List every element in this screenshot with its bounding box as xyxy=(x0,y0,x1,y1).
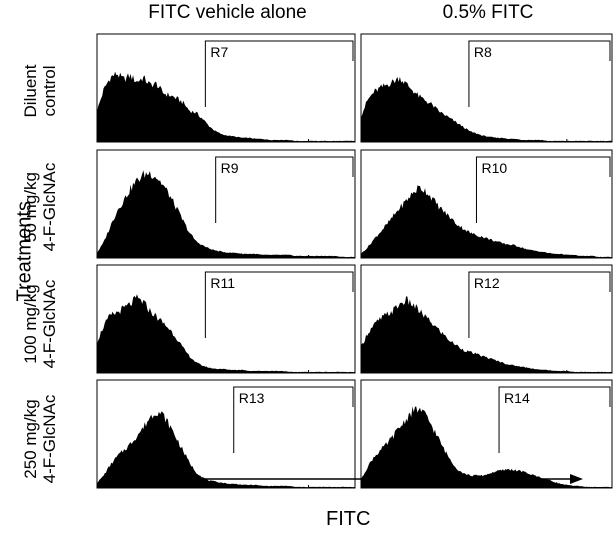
panel-r12-gate-label: R12 xyxy=(474,275,500,291)
panel-r9-gate xyxy=(215,156,354,223)
column-title-vehicle: FITC vehicle alone xyxy=(148,2,307,23)
panel-r13-gate xyxy=(233,386,354,453)
panel-r11-gate-label: R11 xyxy=(210,275,235,291)
column-title-fitc: 0.5% FITC xyxy=(442,2,534,23)
x-axis-label: FITC xyxy=(326,508,371,530)
panel-r7-gate xyxy=(204,40,354,107)
fitc-arrowhead xyxy=(570,474,583,484)
panel-r9-histogram xyxy=(97,170,355,258)
panel-r14-gate xyxy=(498,386,611,453)
panel-r11-gate xyxy=(204,271,354,338)
panel-r7-gate-label: R7 xyxy=(210,44,228,60)
panel-r14-gate-label: R14 xyxy=(504,390,530,406)
panel-r8-gate-label: R8 xyxy=(474,44,492,60)
panel-r13-histogram xyxy=(97,411,355,488)
panel-r12-gate xyxy=(468,271,611,338)
panel-r10-gate-label: R10 xyxy=(481,160,507,176)
panel-r9-gate-label: R9 xyxy=(221,160,239,176)
panel-r7-histogram xyxy=(97,71,355,142)
panel-r13-gate-label: R13 xyxy=(239,390,265,406)
panel-r14-histogram xyxy=(361,406,612,488)
panel-r10-gate xyxy=(475,156,611,223)
panel-r11-histogram xyxy=(97,294,355,373)
panel-r8-gate xyxy=(468,40,611,107)
panel-r12-histogram xyxy=(361,296,612,373)
panel-r10-histogram xyxy=(361,185,612,258)
panel-r8-histogram xyxy=(361,76,612,142)
